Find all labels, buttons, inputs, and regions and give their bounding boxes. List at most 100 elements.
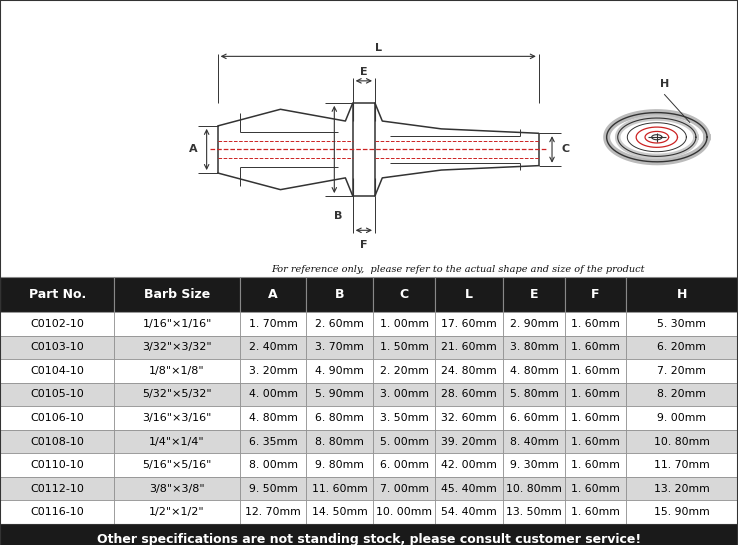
FancyBboxPatch shape — [0, 500, 114, 524]
FancyBboxPatch shape — [435, 359, 503, 383]
FancyBboxPatch shape — [503, 312, 565, 336]
Text: 6. 00mm: 6. 00mm — [379, 460, 429, 470]
Text: 1. 60mm: 1. 60mm — [571, 342, 620, 353]
FancyBboxPatch shape — [306, 359, 373, 383]
FancyBboxPatch shape — [503, 453, 565, 477]
FancyBboxPatch shape — [114, 430, 240, 453]
FancyBboxPatch shape — [114, 359, 240, 383]
FancyBboxPatch shape — [0, 383, 114, 406]
Text: 45. 40mm: 45. 40mm — [441, 483, 497, 494]
FancyBboxPatch shape — [626, 406, 738, 430]
FancyBboxPatch shape — [503, 430, 565, 453]
Text: B: B — [334, 211, 342, 221]
FancyBboxPatch shape — [373, 453, 435, 477]
Text: A: A — [268, 288, 278, 301]
FancyBboxPatch shape — [240, 383, 306, 406]
FancyBboxPatch shape — [0, 277, 114, 312]
Text: 8. 80mm: 8. 80mm — [315, 437, 364, 446]
FancyBboxPatch shape — [503, 500, 565, 524]
FancyBboxPatch shape — [306, 336, 373, 359]
Text: 2. 60mm: 2. 60mm — [315, 319, 364, 329]
Text: 13. 20mm: 13. 20mm — [654, 483, 710, 494]
FancyBboxPatch shape — [565, 277, 626, 312]
Text: 1/8"×1/8": 1/8"×1/8" — [149, 366, 205, 376]
Text: F: F — [591, 288, 600, 301]
Text: 9. 00mm: 9. 00mm — [658, 413, 706, 423]
Text: 1. 50mm: 1. 50mm — [379, 342, 429, 353]
Text: C0105-10: C0105-10 — [30, 390, 84, 399]
Text: 4. 90mm: 4. 90mm — [315, 366, 364, 376]
FancyBboxPatch shape — [626, 277, 738, 312]
Text: F: F — [360, 240, 368, 250]
Text: 54. 40mm: 54. 40mm — [441, 507, 497, 517]
Text: Part No.: Part No. — [29, 288, 86, 301]
FancyBboxPatch shape — [373, 383, 435, 406]
Text: 11. 60mm: 11. 60mm — [311, 483, 368, 494]
FancyBboxPatch shape — [373, 430, 435, 453]
FancyBboxPatch shape — [114, 383, 240, 406]
FancyBboxPatch shape — [114, 477, 240, 500]
Text: 10. 80mm: 10. 80mm — [654, 437, 710, 446]
Text: 1. 60mm: 1. 60mm — [571, 460, 620, 470]
FancyBboxPatch shape — [503, 277, 565, 312]
Text: 6. 20mm: 6. 20mm — [658, 342, 706, 353]
FancyBboxPatch shape — [435, 383, 503, 406]
Text: B: B — [335, 288, 344, 301]
FancyBboxPatch shape — [306, 383, 373, 406]
Text: C: C — [399, 288, 409, 301]
Text: 5. 30mm: 5. 30mm — [658, 319, 706, 329]
FancyBboxPatch shape — [373, 277, 435, 312]
Text: 17. 60mm: 17. 60mm — [441, 319, 497, 329]
FancyBboxPatch shape — [0, 430, 114, 453]
FancyBboxPatch shape — [240, 430, 306, 453]
Text: H: H — [677, 288, 687, 301]
FancyBboxPatch shape — [114, 406, 240, 430]
Text: 3. 80mm: 3. 80mm — [510, 342, 559, 353]
Text: 3. 50mm: 3. 50mm — [379, 413, 429, 423]
FancyBboxPatch shape — [114, 500, 240, 524]
Text: 2. 20mm: 2. 20mm — [379, 366, 429, 376]
Text: 32. 60mm: 32. 60mm — [441, 413, 497, 423]
FancyBboxPatch shape — [114, 277, 240, 312]
Text: 6. 80mm: 6. 80mm — [315, 413, 364, 423]
FancyBboxPatch shape — [626, 383, 738, 406]
FancyBboxPatch shape — [373, 406, 435, 430]
FancyBboxPatch shape — [240, 312, 306, 336]
Text: C0116-10: C0116-10 — [30, 507, 84, 517]
Text: 3/8"×3/8": 3/8"×3/8" — [149, 483, 205, 494]
FancyBboxPatch shape — [0, 312, 114, 336]
Text: 9. 50mm: 9. 50mm — [249, 483, 297, 494]
Text: C0108-10: C0108-10 — [30, 437, 84, 446]
FancyBboxPatch shape — [626, 336, 738, 359]
Text: 8. 20mm: 8. 20mm — [658, 390, 706, 399]
Text: 7. 20mm: 7. 20mm — [658, 366, 706, 376]
Text: 3. 20mm: 3. 20mm — [249, 366, 297, 376]
Text: C0104-10: C0104-10 — [30, 366, 84, 376]
FancyBboxPatch shape — [565, 430, 626, 453]
Text: 4. 80mm: 4. 80mm — [249, 413, 297, 423]
Text: L: L — [466, 288, 473, 301]
FancyBboxPatch shape — [435, 336, 503, 359]
FancyBboxPatch shape — [565, 312, 626, 336]
FancyBboxPatch shape — [240, 336, 306, 359]
Text: 6. 60mm: 6. 60mm — [510, 413, 559, 423]
Text: 1. 60mm: 1. 60mm — [571, 390, 620, 399]
FancyBboxPatch shape — [626, 500, 738, 524]
FancyBboxPatch shape — [565, 336, 626, 359]
FancyBboxPatch shape — [306, 312, 373, 336]
Text: 4. 80mm: 4. 80mm — [510, 366, 559, 376]
Text: 1/2"×1/2": 1/2"×1/2" — [149, 507, 205, 517]
Text: C0110-10: C0110-10 — [30, 460, 84, 470]
Text: 1. 60mm: 1. 60mm — [571, 366, 620, 376]
FancyBboxPatch shape — [0, 453, 114, 477]
FancyBboxPatch shape — [565, 406, 626, 430]
Text: Other specifications are not standing stock, please consult customer service!: Other specifications are not standing st… — [97, 532, 641, 545]
FancyBboxPatch shape — [240, 477, 306, 500]
FancyBboxPatch shape — [240, 453, 306, 477]
FancyBboxPatch shape — [0, 359, 114, 383]
FancyBboxPatch shape — [0, 524, 738, 545]
Text: 6. 35mm: 6. 35mm — [249, 437, 297, 446]
FancyBboxPatch shape — [306, 477, 373, 500]
Text: 1. 00mm: 1. 00mm — [379, 319, 429, 329]
FancyBboxPatch shape — [503, 477, 565, 500]
